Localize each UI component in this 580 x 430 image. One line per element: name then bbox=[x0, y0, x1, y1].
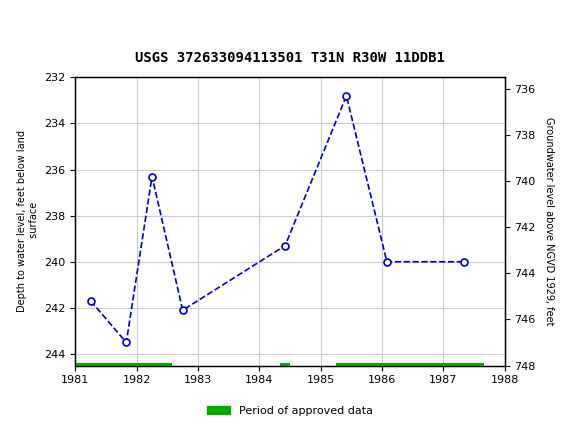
Bar bbox=[280, 363, 290, 368]
Bar bbox=[75, 363, 172, 368]
Y-axis label: Depth to water level, feet below land
 surface: Depth to water level, feet below land su… bbox=[17, 130, 39, 313]
Legend: Period of approved data: Period of approved data bbox=[203, 401, 377, 420]
Bar bbox=[336, 363, 484, 368]
Y-axis label: Groundwater level above NGVD 1929, feet: Groundwater level above NGVD 1929, feet bbox=[544, 117, 554, 326]
Text: USGS 372633094113501 T31N R30W 11DDB1: USGS 372633094113501 T31N R30W 11DDB1 bbox=[135, 50, 445, 64]
Text: ▒USGS: ▒USGS bbox=[12, 15, 70, 37]
